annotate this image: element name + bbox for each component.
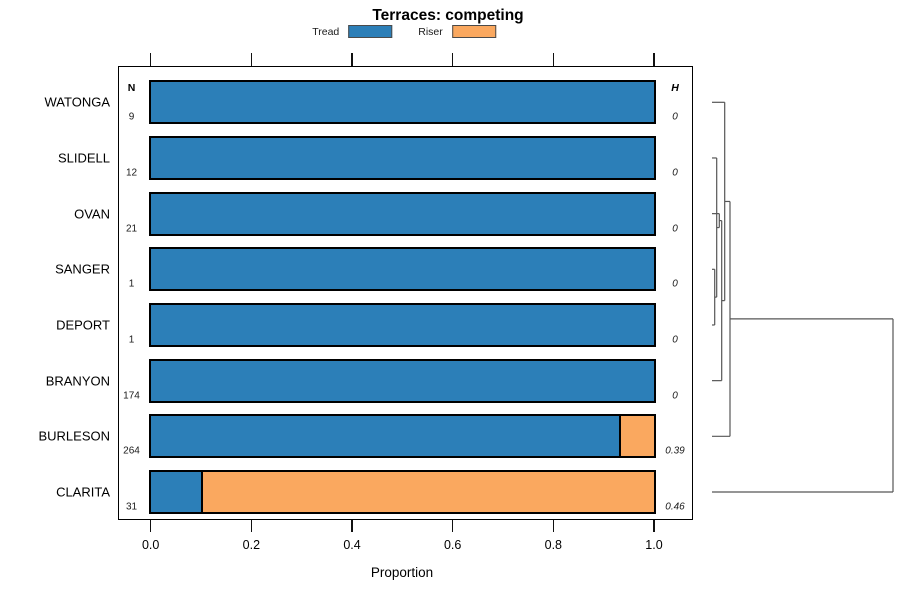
- legend-label-riser: Riser: [418, 25, 443, 38]
- legend-item-riser: Riser: [418, 25, 496, 38]
- h-value: 0: [672, 167, 678, 179]
- n-column-header: N: [127, 82, 136, 94]
- axis-tick-top: [653, 53, 655, 66]
- axis-tick-top: [351, 53, 353, 66]
- axis-tick-top: [250, 53, 252, 66]
- n-value: 1: [128, 278, 135, 290]
- n-value: 1: [128, 334, 135, 346]
- h-value: 0.46: [665, 501, 685, 513]
- bar-tread-segment: [150, 193, 654, 234]
- bar-row: [148, 135, 656, 180]
- h-value: 0: [672, 390, 678, 402]
- x-axis-label: Proportion: [370, 565, 434, 580]
- row-label: BURLESON: [38, 428, 110, 444]
- row-label: WATONGA: [44, 94, 110, 110]
- bar-tread-segment: [150, 416, 619, 457]
- bar-row: [148, 414, 656, 459]
- legend-swatch-tread: [348, 25, 393, 38]
- legend-item-tread: Tread: [312, 25, 393, 38]
- bar-row: [148, 358, 656, 403]
- axis-tick-label: 0.6: [443, 538, 462, 552]
- h-value: 0: [672, 223, 678, 235]
- axis-tick-label: 0.8: [544, 538, 563, 552]
- bar-tread-segment: [150, 471, 202, 512]
- axis-tick-bottom: [351, 519, 353, 532]
- h-value: 0.39: [665, 445, 685, 457]
- axis-tick-top: [150, 53, 152, 66]
- axis-tick-bottom: [653, 519, 655, 532]
- axis-tick-label: 0.0: [141, 538, 160, 552]
- row-label: SLIDELL: [57, 150, 110, 166]
- bar-row: [148, 302, 656, 347]
- n-value: 31: [125, 501, 138, 513]
- bar-riser-segment: [618, 416, 654, 457]
- row-label: SANGER: [55, 261, 110, 277]
- n-value: 12: [125, 167, 138, 179]
- h-value: 0: [672, 111, 678, 123]
- axis-tick-label: 1.0: [645, 538, 663, 552]
- bar-tread-segment: [150, 249, 654, 290]
- h-value: 0: [672, 334, 678, 346]
- bar-row: [148, 469, 656, 514]
- bar-row: [148, 247, 656, 292]
- n-value: 174: [123, 390, 140, 402]
- axis-tick-label: 0.2: [242, 538, 261, 552]
- n-value: 264: [123, 445, 140, 457]
- axis-tick-top: [552, 53, 554, 66]
- bar-riser-segment: [201, 471, 654, 512]
- axis-tick-label: 0.4: [343, 538, 361, 552]
- chart-title: Terraces: competing: [372, 7, 524, 24]
- bar-tread-segment: [150, 82, 654, 123]
- bar-tread-segment: [150, 360, 654, 401]
- legend-label-tread: Tread: [312, 25, 340, 38]
- row-label: CLARITA: [56, 484, 110, 500]
- legend-swatch-riser: [451, 25, 496, 38]
- n-value: 9: [128, 111, 135, 123]
- row-label: BRANYON: [45, 373, 110, 389]
- bar-tread-segment: [150, 137, 654, 178]
- axis-tick-bottom: [250, 519, 252, 532]
- row-label: OVAN: [74, 206, 110, 222]
- axis-tick-bottom: [552, 519, 554, 532]
- axis-tick-bottom: [452, 519, 454, 532]
- row-label: DEPORT: [56, 317, 110, 333]
- axis-tick-top: [452, 53, 454, 66]
- bar-row: [148, 191, 656, 236]
- bar-row: [148, 80, 656, 125]
- h-value: 0: [672, 278, 678, 290]
- axis-tick-bottom: [150, 519, 152, 532]
- n-value: 21: [125, 223, 138, 235]
- bar-tread-segment: [150, 304, 654, 345]
- legend: Tread Riser: [312, 25, 496, 38]
- h-column-header: H: [671, 82, 679, 94]
